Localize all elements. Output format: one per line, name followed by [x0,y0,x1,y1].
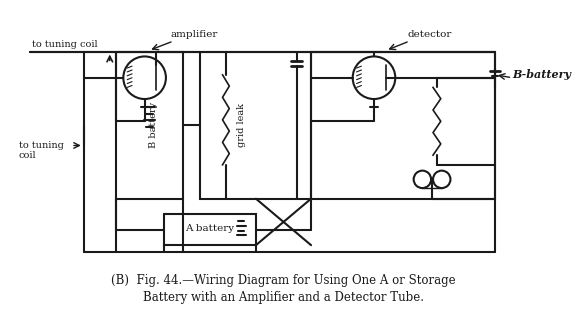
Text: detector: detector [408,30,452,39]
Text: B-battery: B-battery [512,69,572,80]
Text: A battery: A battery [185,224,235,233]
Text: B battery: B battery [149,102,158,148]
Bar [200,52,311,199]
Text: grid leak: grid leak [237,103,246,147]
Text: to tuning coil: to tuning coil [33,40,98,49]
Bar [116,52,183,199]
Bar [311,52,495,199]
Bar [164,214,256,245]
Text: amplifier: amplifier [171,30,218,39]
Text: (B)  Fig. 44.—Wiring Diagram for Using One A or Storage: (B) Fig. 44.—Wiring Diagram for Using On… [111,274,455,286]
Text: to tuning
coil: to tuning coil [19,140,63,160]
Text: Battery with an Amplifier and a Detector Tube.: Battery with an Amplifier and a Detector… [143,291,424,304]
